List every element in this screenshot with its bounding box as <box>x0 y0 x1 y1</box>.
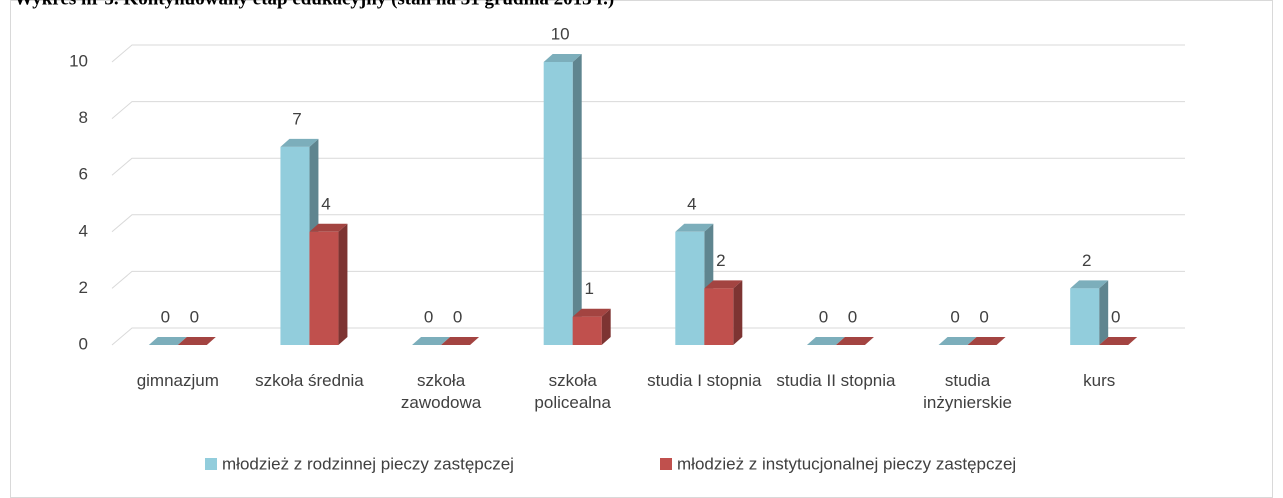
x-tick-label: studia inżynierskie <box>923 371 1012 412</box>
data-label: 1 <box>584 279 593 298</box>
bar <box>704 288 734 345</box>
data-label: 0 <box>190 307 199 326</box>
y-tick-label: 4 <box>79 221 88 240</box>
bar-top <box>1099 337 1138 345</box>
bar-top <box>938 337 977 345</box>
data-label: 10 <box>551 24 570 43</box>
data-label: 0 <box>950 307 959 326</box>
bar-side <box>733 280 743 345</box>
y-tick-label: 6 <box>79 165 88 184</box>
bar-top <box>543 54 582 62</box>
data-label: 0 <box>161 307 170 326</box>
bar <box>572 316 602 345</box>
bar-top <box>1070 280 1109 289</box>
data-label: 4 <box>687 194 696 213</box>
data-label: 0 <box>848 307 857 326</box>
bar <box>280 146 310 345</box>
x-tick-label: studia I stopnia <box>647 371 762 390</box>
x-tick-label: szkoła policealna <box>534 371 611 412</box>
grid-line <box>111 44 1185 63</box>
x-tick-label: gimnazjum <box>136 371 219 390</box>
bar <box>543 62 573 345</box>
bar-top <box>572 308 611 317</box>
data-label: 0 <box>1111 307 1120 326</box>
bar-top <box>412 337 451 345</box>
bar-side <box>1099 280 1109 345</box>
bar-side <box>601 308 611 345</box>
x-tick-label: szkoła średnia <box>255 371 364 390</box>
x-tick-label: kurs <box>1083 371 1116 390</box>
data-label: 2 <box>1082 251 1091 270</box>
bar-top <box>967 337 1006 345</box>
bar-top <box>806 337 845 345</box>
grid-line <box>111 214 1185 233</box>
data-label: 7 <box>292 109 301 128</box>
bar-top <box>675 223 714 232</box>
data-label: 2 <box>716 251 725 270</box>
bar-top <box>280 138 319 147</box>
grid-line <box>111 101 1185 119</box>
legend-swatch <box>660 458 672 470</box>
bar-side <box>338 223 348 345</box>
bar-top <box>835 337 874 345</box>
bar-top <box>309 223 348 232</box>
grid-line <box>111 327 1185 346</box>
bar <box>1070 288 1100 345</box>
bar <box>675 231 705 345</box>
bar-side <box>572 54 582 345</box>
bar-top <box>148 337 187 345</box>
chart-border <box>10 0 1273 498</box>
data-label: 0 <box>424 307 433 326</box>
y-tick-label: 2 <box>79 278 88 297</box>
grid-line <box>111 157 1185 176</box>
y-tick-label: 10 <box>69 51 88 70</box>
data-label: 0 <box>819 307 828 326</box>
y-tick-label: 8 <box>79 108 88 127</box>
data-label: 0 <box>453 307 462 326</box>
grid-line <box>111 270 1185 289</box>
legend-swatch <box>205 458 217 470</box>
x-tick-label: studia II stopnia <box>776 371 896 390</box>
legend-label: młodzież z rodzinnej pieczy zastępczej <box>222 454 514 473</box>
bar-top <box>177 337 216 345</box>
bar <box>309 231 339 345</box>
data-label: 0 <box>979 307 988 326</box>
bar-top <box>441 337 480 345</box>
bar-top <box>704 280 743 289</box>
data-label: 4 <box>321 194 330 213</box>
chart-title: Wykres nr 5. Kontynuowany etap edukacyjn… <box>14 0 614 9</box>
x-tick-label: szkoła zawodowa <box>400 371 482 412</box>
y-tick-label: 0 <box>79 334 88 353</box>
legend-label: młodzież z instytucjonalnej pieczy zastę… <box>677 454 1016 473</box>
